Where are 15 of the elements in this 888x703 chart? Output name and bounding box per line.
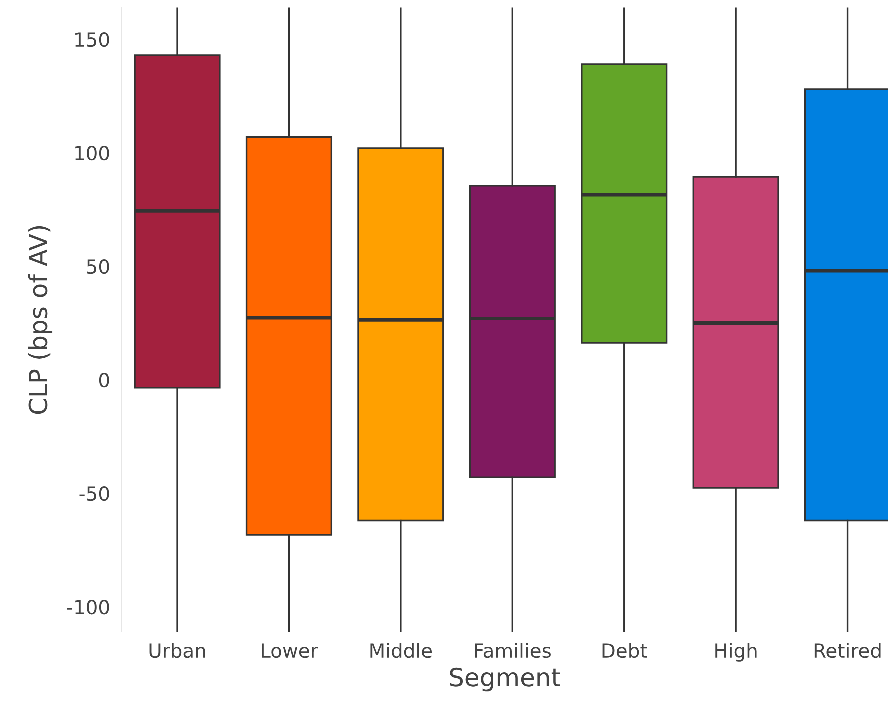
y-tick-label: 100 xyxy=(76,146,110,161)
x-tick-label: Urban xyxy=(150,643,206,658)
x-tick-label: High xyxy=(716,643,757,662)
y-tick-label: 0 xyxy=(99,372,110,388)
x-tick-label: Debt xyxy=(602,643,648,658)
x-axis-title: Segment xyxy=(450,668,560,692)
x-tick-label: Middle xyxy=(370,643,432,658)
y-tick-label: 150 xyxy=(76,32,110,48)
x-tick-label: Families xyxy=(475,643,551,658)
x-tick-label: Lower xyxy=(262,644,318,658)
y-tick-label: 50 xyxy=(87,259,110,274)
y-axis-title: CLP (bps of AV) xyxy=(28,226,53,414)
y-tick-label: -50 xyxy=(80,486,110,502)
x-tick-label: Retired xyxy=(814,643,881,658)
y-tick-label: -100 xyxy=(67,600,110,615)
